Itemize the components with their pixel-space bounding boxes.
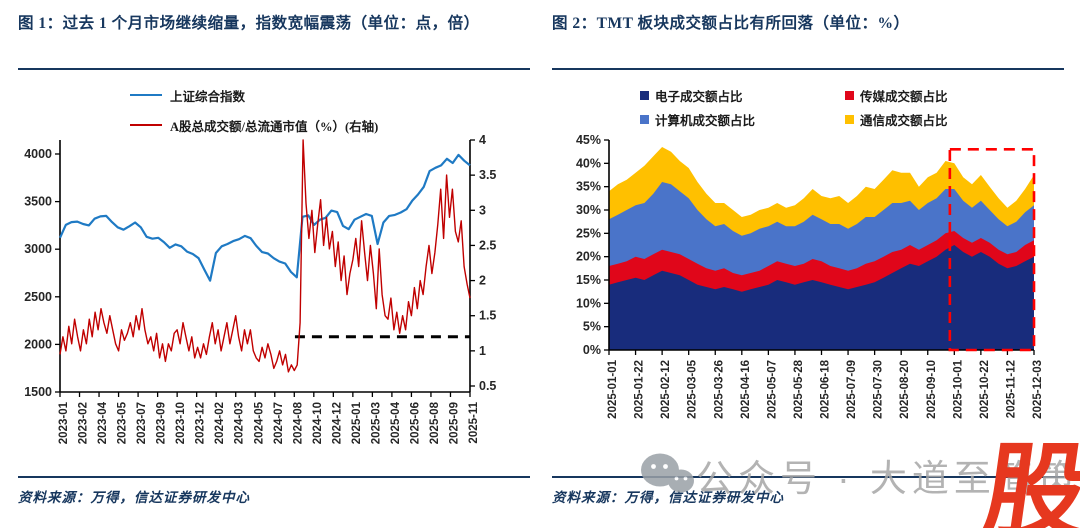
svg-text:2025-07-09: 2025-07-09	[846, 360, 858, 419]
svg-text:2025-09-10: 2025-09-10	[926, 360, 938, 419]
figure-1-title: 图 1：过去 1 个月市场继续缩量，指数宽幅震荡（单位：点，倍）	[18, 15, 480, 32]
navy-square-swatch	[640, 91, 649, 100]
svg-text:25%: 25%	[576, 226, 601, 240]
svg-text:3000: 3000	[24, 242, 52, 256]
svg-text:2023-09: 2023-09	[156, 402, 168, 444]
red-square-swatch	[845, 91, 854, 100]
svg-text:45%: 45%	[576, 133, 601, 147]
svg-text:2023-02: 2023-02	[78, 402, 90, 444]
svg-text:2025-08-20: 2025-08-20	[899, 360, 911, 419]
svg-text:2025-09: 2025-09	[449, 402, 461, 444]
svg-text:2023-04: 2023-04	[97, 401, 109, 444]
figure-1-source: 资料来源：万得，信达证券研发中心	[18, 490, 250, 505]
legend-label: A股总成交额/总流通市值（%）(右轴)	[170, 119, 379, 134]
svg-text:2: 2	[479, 274, 486, 288]
svg-text:20%: 20%	[576, 250, 601, 264]
svg-text:2024-02: 2024-02	[214, 402, 226, 444]
svg-text:2025-06-18: 2025-06-18	[820, 359, 832, 418]
svg-text:35%: 35%	[576, 180, 601, 194]
svg-text:2025-10-22: 2025-10-22	[979, 360, 991, 419]
svg-text:2023-07: 2023-07	[136, 402, 148, 444]
figure-2-title: 图 2：TMT 板块成交额占比有所回落（单位：%）	[552, 15, 910, 32]
svg-text:4000: 4000	[24, 147, 52, 161]
svg-text:2023-01: 2023-01	[58, 401, 70, 444]
figure-2-source: 资料来源：万得，信达证券研发中心	[552, 490, 784, 505]
legend-item-media: 传媒成交额占比	[845, 86, 1050, 105]
red-line-swatch	[130, 123, 162, 127]
svg-text:2025-06: 2025-06	[409, 402, 421, 444]
svg-text:2025-04: 2025-04	[390, 401, 402, 444]
svg-text:2025-03-05: 2025-03-05	[687, 359, 699, 418]
svg-text:1500: 1500	[24, 385, 52, 399]
svg-text:4: 4	[479, 133, 486, 147]
legend-item-telecom: 通信成交额占比	[845, 110, 1050, 129]
legend-label: 通信成交额占比	[860, 114, 948, 128]
svg-text:2025-11: 2025-11	[468, 401, 480, 443]
figure-2-chart-area: 电子成交额占比 传媒成交额占比 计算机成交额占比 通信成交额占比 45% 40% 3…	[552, 70, 1064, 472]
svg-text:3500: 3500	[24, 195, 52, 209]
svg-text:2025-03-26: 2025-03-26	[713, 360, 725, 419]
svg-text:2000: 2000	[24, 337, 52, 351]
legend-item-turnover-ratio: A股总成交额/总流通市值（%）(右轴)	[130, 110, 378, 140]
blue-square-swatch	[640, 115, 649, 124]
svg-text:5%: 5%	[583, 320, 601, 334]
svg-text:2024-10: 2024-10	[312, 402, 324, 444]
svg-text:2025-03: 2025-03	[370, 402, 382, 444]
legend-item-shanghai-index: 上证综合指数	[130, 80, 378, 110]
svg-text:2025-05-28: 2025-05-28	[793, 359, 805, 418]
svg-text:15%: 15%	[576, 273, 601, 287]
svg-text:0%: 0%	[583, 343, 601, 357]
svg-text:2024-07: 2024-07	[273, 402, 285, 444]
svg-text:3: 3	[479, 203, 486, 217]
svg-text:2025-01-01: 2025-01-01	[607, 359, 619, 418]
svg-text:30%: 30%	[576, 203, 601, 217]
legend-label: 上证综合指数	[170, 89, 246, 104]
svg-text:2023-10: 2023-10	[175, 402, 187, 444]
blue-line-swatch	[130, 93, 162, 97]
svg-text:2025-08: 2025-08	[429, 401, 441, 444]
svg-text:2025-01-22: 2025-01-22	[634, 360, 646, 419]
figure-1-bottom-rule	[18, 476, 530, 478]
figure-1-title-rule	[18, 68, 530, 70]
svg-text:10%: 10%	[576, 296, 601, 310]
svg-text:2023-05: 2023-05	[117, 401, 129, 444]
figure-2-legend: 电子成交额占比 传媒成交额占比 计算机成交额占比 通信成交额占比	[640, 86, 1050, 129]
legend-label: 计算机成交额占比	[655, 114, 756, 128]
svg-text:2500: 2500	[24, 290, 52, 304]
svg-text:1: 1	[479, 344, 486, 358]
svg-text:2.5: 2.5	[479, 238, 496, 252]
svg-text:2024-03: 2024-03	[234, 402, 246, 444]
figure-1: 图 1：过去 1 个月市场继续缩量，指数宽幅震荡（单位：点，倍） 上证综合指数 …	[18, 10, 530, 506]
figure-2: 图 2：TMT 板块成交额占比有所回落（单位：%） 电子成交额占比 传媒成交额占…	[552, 10, 1064, 506]
svg-text:2025-07-30: 2025-07-30	[873, 360, 885, 419]
svg-text:2024-12: 2024-12	[331, 402, 343, 444]
svg-text:40%: 40%	[576, 156, 601, 170]
svg-text:2025-12-03: 2025-12-03	[1032, 360, 1044, 419]
svg-text:2024-08: 2024-08	[292, 401, 304, 444]
svg-text:3.5: 3.5	[479, 168, 496, 182]
svg-text:2025-05-07: 2025-05-07	[766, 360, 778, 419]
stacked-area-chart-tmt-share: 45% 40% 35% 30% 25% 20% 15% 10% 5% 0% 2025-01-01 20…	[576, 133, 1044, 419]
svg-text:1.5: 1.5	[479, 309, 496, 323]
figure-2-bottom-rule	[552, 476, 1064, 478]
svg-text:2025-01: 2025-01	[351, 401, 363, 444]
figure-1-chart-area: 上证综合指数 A股总成交额/总流通市值（%）(右轴) 4000 3500 3000 2…	[18, 70, 530, 472]
svg-text:2025-10-01: 2025-10-01	[952, 359, 964, 418]
svg-text:2024-05: 2024-05	[253, 401, 265, 444]
legend-label: 电子成交额占比	[655, 90, 743, 104]
svg-text:2023-12: 2023-12	[195, 402, 207, 444]
figure-2-title-rule	[552, 68, 1064, 70]
legend-item-electronics: 电子成交额占比	[640, 86, 845, 105]
svg-text:0.5: 0.5	[479, 379, 496, 393]
legend-item-computer: 计算机成交额占比	[640, 110, 845, 129]
legend-label: 传媒成交额占比	[860, 90, 948, 104]
gold-square-swatch	[845, 115, 854, 124]
figure-1-legend: 上证综合指数 A股总成交额/总流通市值（%）(右轴)	[130, 80, 378, 140]
svg-text:2025-04-16: 2025-04-16	[740, 360, 752, 419]
line-chart-shanghai-index: 4000 3500 3000 2500 2000 1500 4 3.5 3 2.5 2 1.5 1 0.5…	[24, 133, 496, 444]
svg-text:2025-02-12: 2025-02-12	[660, 360, 672, 419]
svg-text:2025-11-12: 2025-11-12	[1005, 360, 1017, 418]
